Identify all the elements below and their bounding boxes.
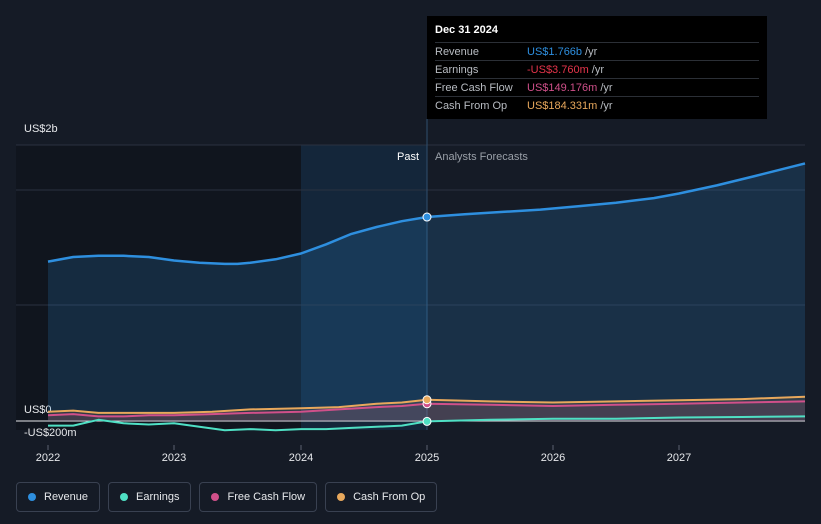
x-tick-label: 2022: [36, 452, 60, 464]
y-tick-label: US$0: [24, 404, 52, 416]
tooltip-title: Dec 31 2024: [435, 24, 498, 36]
earnings-dot-icon: [120, 493, 129, 501]
cash-from-op-line: [47, 395, 806, 414]
series-area: [48, 401, 805, 421]
tooltip-value: -US$3.760m: [527, 63, 589, 76]
tooltip: Dec 31 2024 Revenue US$1.766b /yr Earnin…: [427, 16, 767, 119]
revenue-area: [48, 163, 805, 421]
tooltip-row-earnings: Earnings -US$3.760m /yr: [435, 60, 759, 78]
legend-item-revenue[interactable]: Revenue: [16, 482, 101, 512]
x-tick-label: 2024: [289, 452, 313, 464]
x-tick-label: 2026: [541, 452, 565, 464]
cash-from-op-point: [422, 395, 432, 405]
legend-label: Cash From Op: [353, 491, 426, 503]
revenue-line: [47, 162, 806, 266]
x-tick-label: 2027: [667, 452, 691, 464]
tooltip-row-free-cash-flow: Free Cash Flow US$149.176m /yr: [435, 78, 759, 96]
tooltip-label: Earnings: [435, 63, 479, 76]
revenue-point: [422, 212, 432, 222]
y-tick-label: -US$200m: [24, 427, 77, 439]
tooltip-unit: /yr: [600, 81, 613, 94]
legend-label: Revenue: [44, 491, 89, 503]
tooltip-unit: /yr: [591, 63, 604, 76]
tooltip-row-cash-from-op: Cash From Op US$184.331m /yr: [435, 96, 759, 114]
tooltip-row-revenue: Revenue US$1.766b /yr: [435, 42, 759, 60]
free-cash-flow-line: [47, 400, 806, 418]
cash-from-op-dot-icon: [337, 493, 346, 501]
x-tick-label: 2025: [415, 452, 439, 464]
earnings-line: [48, 415, 806, 432]
past-highlight-band: [301, 145, 427, 430]
legend-item-free-cash-flow[interactable]: Free Cash Flow: [199, 482, 318, 512]
legend-label: Free Cash Flow: [227, 491, 306, 503]
legend-label: Earnings: [136, 491, 180, 503]
legend: Revenue Earnings Free Cash Flow Cash Fro…: [16, 482, 438, 512]
forecast-label: Analysts Forecasts: [435, 151, 528, 163]
legend-item-cash-from-op[interactable]: Cash From Op: [325, 482, 438, 512]
tooltip-label: Revenue: [435, 45, 480, 58]
tooltip-label: Cash From Op: [435, 99, 508, 112]
y-tick-label: US$2b: [24, 123, 58, 135]
free-cash-flow-dot-icon: [211, 493, 220, 501]
earnings-point: [422, 416, 432, 426]
tooltip-label: Free Cash Flow: [435, 81, 513, 94]
tooltip-value: US$1.766b: [527, 45, 583, 58]
revenue-dot-icon: [28, 493, 36, 501]
tooltip-unit: /yr: [585, 45, 598, 58]
series-area: [48, 396, 805, 421]
x-tick-label: 2023: [162, 452, 186, 464]
past-label: Past: [397, 151, 419, 163]
legend-item-earnings[interactable]: Earnings: [108, 482, 192, 512]
tooltip-value: US$184.331m: [527, 99, 598, 112]
tooltip-value: US$149.176m: [527, 81, 598, 94]
tooltip-unit: /yr: [600, 99, 613, 112]
